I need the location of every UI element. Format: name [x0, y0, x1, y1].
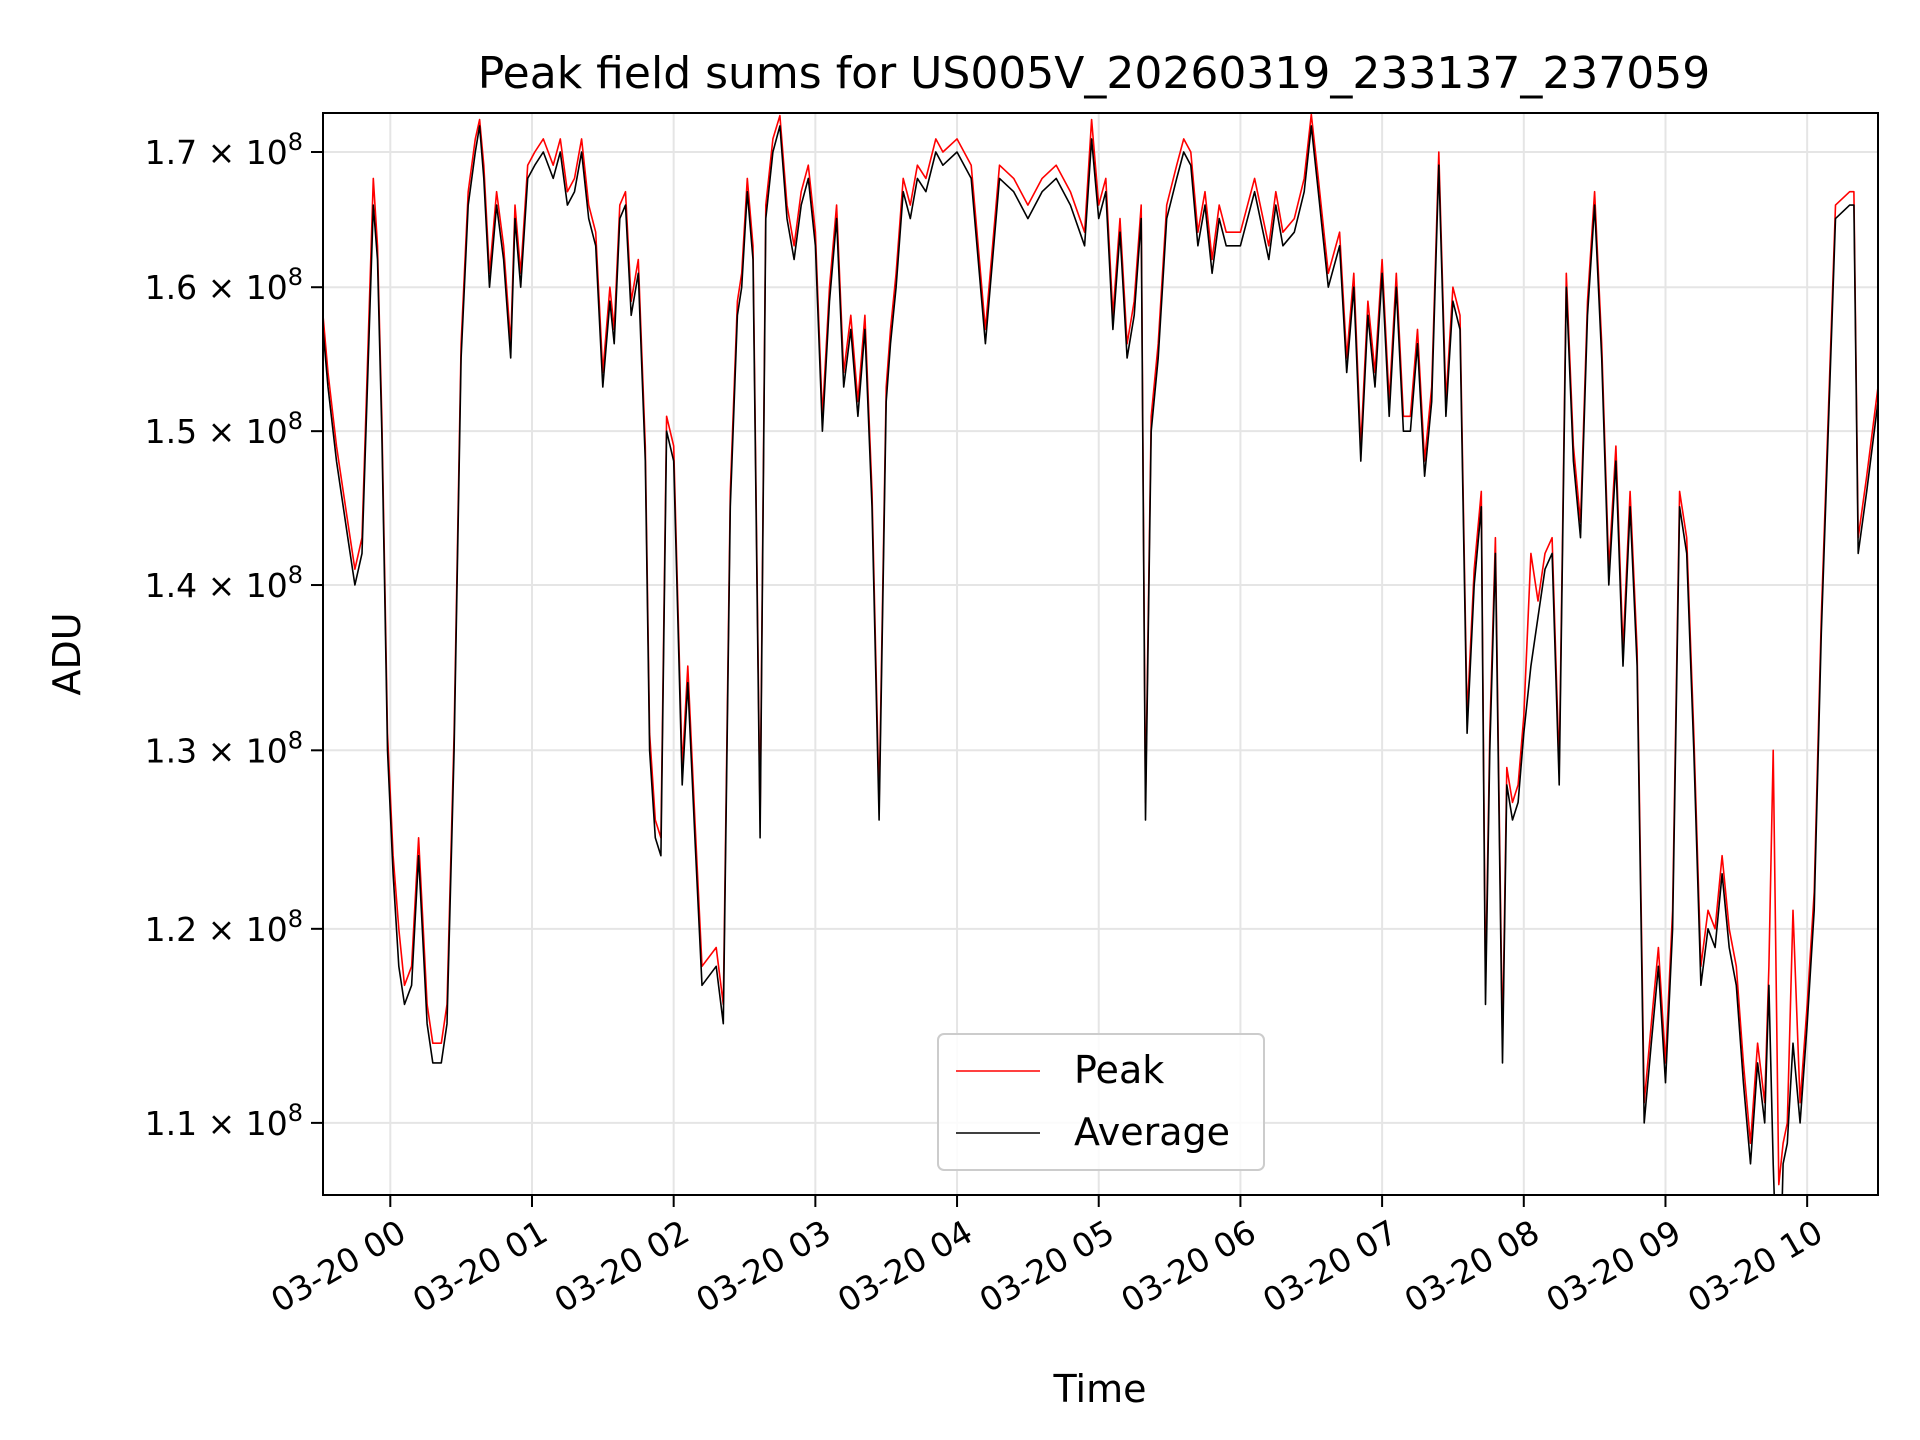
x-tick-label: 03-20 04: [831, 1212, 979, 1320]
y-tick-label: 1.7 × 108: [145, 128, 303, 172]
grid: [323, 113, 1878, 1195]
legend-box: [937, 1033, 1265, 1171]
plot-area: [323, 113, 1878, 1195]
y-tick-label: 1.6 × 108: [145, 263, 303, 307]
x-tick-label: 03-20 03: [689, 1212, 837, 1320]
x-tick-label: 03-20 06: [1114, 1212, 1262, 1320]
chart-title: Peak field sums for US005V_20260319_2331…: [478, 48, 1711, 99]
y-tick-label: 1.4 × 108: [145, 561, 303, 605]
x-tick-label: 03-20 02: [548, 1212, 696, 1320]
x-tick-label: 03-20 08: [1398, 1212, 1546, 1320]
y-axis: 1.1 × 108 1.2 × 108 1.3 × 108 1.4 × 108 1.5 …: [145, 128, 323, 1143]
x-tick-label: 03-20 07: [1256, 1212, 1404, 1320]
x-tick-label: 03-20 09: [1539, 1212, 1687, 1320]
series-line-average: [323, 125, 1878, 1195]
plot-frame: [322, 112, 1879, 1196]
legend: Peak Average: [937, 1033, 1265, 1171]
y-tick-label: 1.1 × 108: [145, 1099, 303, 1143]
x-tick-label: 03-20 00: [264, 1212, 412, 1320]
x-axis-label: Time: [1053, 1367, 1147, 1411]
y-tick-label: 1.2 × 108: [145, 905, 303, 949]
legend-label-peak: Peak: [1074, 1048, 1164, 1092]
legend-label-average: Average: [1074, 1110, 1230, 1154]
y-tick-label: 1.3 × 108: [145, 726, 303, 770]
series-line-peak: [323, 113, 1878, 1186]
y-tick-label: 1.5 × 108: [145, 407, 303, 451]
x-tick-label: 03-20 05: [973, 1212, 1121, 1320]
x-tick-label: 03-20 01: [406, 1212, 554, 1320]
x-tick-label: 03-20 10: [1681, 1212, 1829, 1320]
y-axis-label: ADU: [45, 612, 89, 695]
